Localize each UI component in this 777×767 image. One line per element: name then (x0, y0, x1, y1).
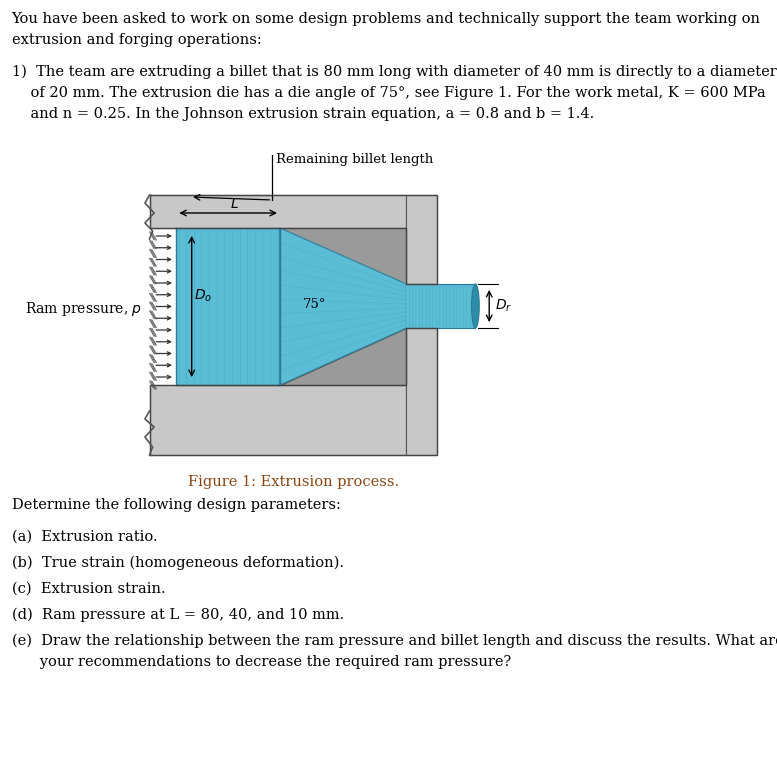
Text: Ram pressure, $p$: Ram pressure, $p$ (25, 300, 142, 318)
Text: Determine the following design parameters:: Determine the following design parameter… (12, 498, 340, 512)
Text: 75°: 75° (303, 298, 326, 311)
Polygon shape (280, 228, 406, 284)
Text: and n = 0.25. In the Johnson extrusion strain equation, a = 0.8 and b = 1.4.: and n = 0.25. In the Johnson extrusion s… (12, 107, 594, 121)
Ellipse shape (472, 284, 479, 328)
Polygon shape (176, 228, 280, 385)
Text: (d)  Ram pressure at L = 80, 40, and 10 mm.: (d) Ram pressure at L = 80, 40, and 10 m… (12, 608, 343, 622)
Polygon shape (406, 328, 437, 455)
Text: (b)  True strain (homogeneous deformation).: (b) True strain (homogeneous deformation… (12, 556, 343, 571)
Text: $D_r$: $D_r$ (496, 298, 513, 314)
Polygon shape (280, 228, 406, 385)
Text: 1)  The team are extruding a billet that is 80 mm long with diameter of 40 mm is: 1) The team are extruding a billet that … (12, 65, 776, 80)
Text: your recommendations to decrease the required ram pressure?: your recommendations to decrease the req… (12, 655, 510, 669)
Text: (c)  Extrusion strain.: (c) Extrusion strain. (12, 582, 166, 596)
Text: $L$: $L$ (230, 197, 239, 211)
Polygon shape (406, 195, 437, 284)
Text: (e)  Draw the relationship between the ram pressure and billet length and discus: (e) Draw the relationship between the ra… (12, 634, 777, 648)
Text: Remaining billet length: Remaining billet length (276, 153, 434, 166)
Polygon shape (280, 328, 406, 385)
Text: (a)  Extrusion ratio.: (a) Extrusion ratio. (12, 530, 157, 544)
Text: of 20 mm. The extrusion die has a die angle of 75°, see Figure 1. For the work m: of 20 mm. The extrusion die has a die an… (12, 86, 765, 100)
Text: $D_o$: $D_o$ (194, 288, 212, 304)
Text: extrusion and forging operations:: extrusion and forging operations: (12, 33, 261, 47)
Text: You have been asked to work on some design problems and technically support the : You have been asked to work on some desi… (12, 12, 761, 26)
Polygon shape (149, 195, 406, 228)
Polygon shape (149, 385, 406, 455)
Text: Figure 1: Extrusion process.: Figure 1: Extrusion process. (188, 475, 399, 489)
Polygon shape (406, 284, 476, 328)
Bar (149, 195, 406, 228)
